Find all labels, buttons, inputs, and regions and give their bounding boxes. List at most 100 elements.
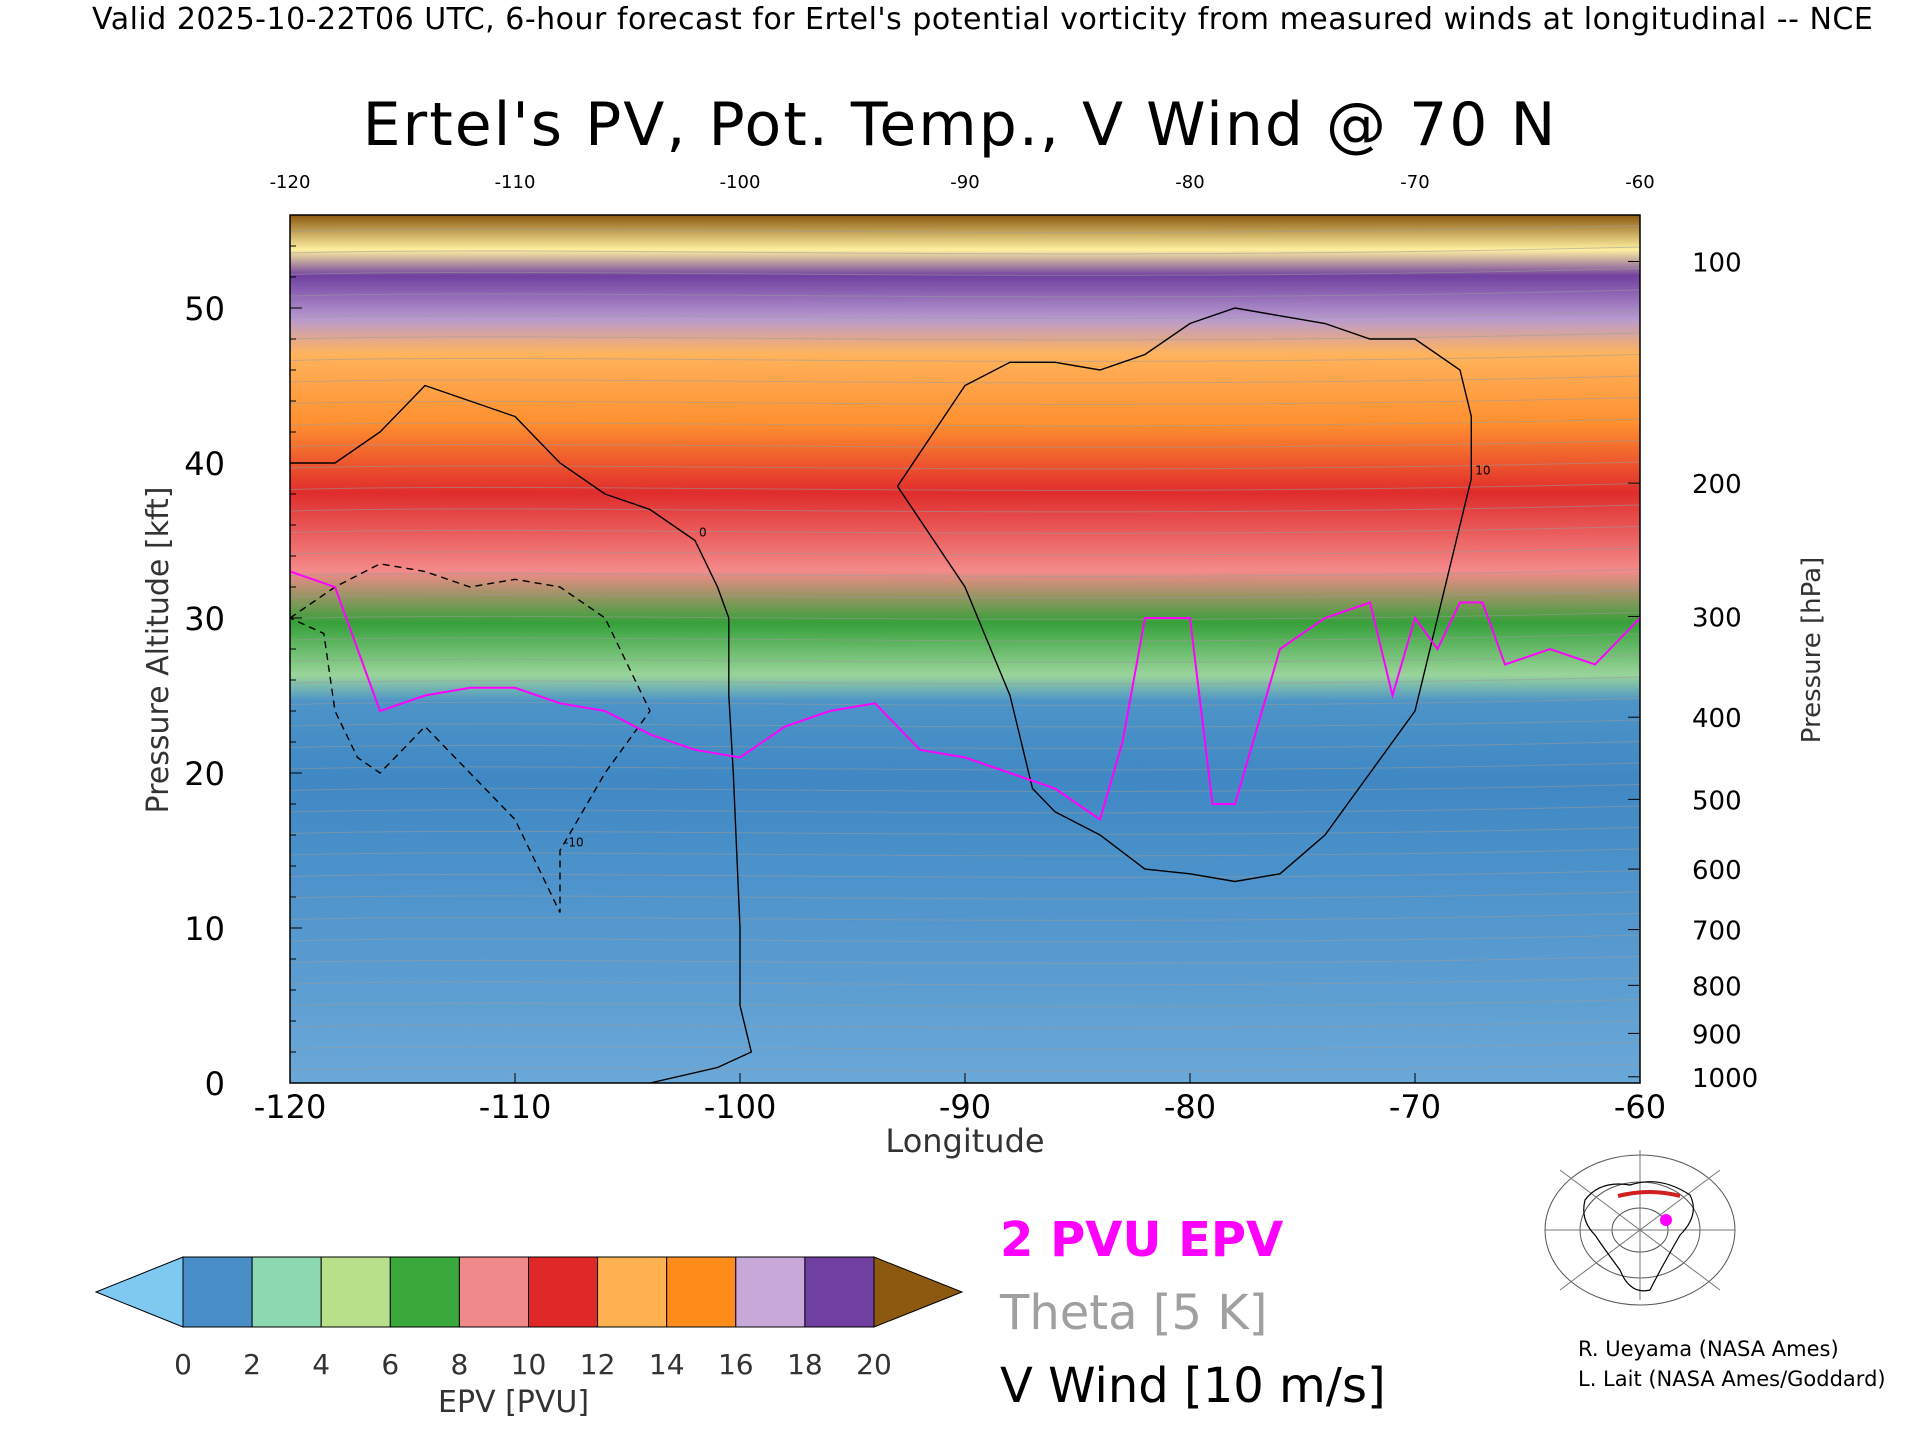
theta-isentrope bbox=[290, 375, 1640, 384]
x-tick-label: -60 bbox=[1614, 1088, 1666, 1126]
theta-isentrope bbox=[290, 676, 1640, 685]
colorbar-tick-label: 14 bbox=[649, 1348, 685, 1381]
colorbar-tick-label: 12 bbox=[580, 1348, 616, 1381]
theta-isentrope bbox=[290, 526, 1640, 534]
pressure-tick-label: 900 bbox=[1692, 1020, 1742, 1050]
theta-isentrope bbox=[290, 569, 1640, 577]
legend-two-pvu-epv: 2 PVU EPV bbox=[1000, 1212, 1284, 1268]
theta-isentrope bbox=[290, 633, 1640, 642]
top-x-tick-label: -80 bbox=[1175, 172, 1204, 193]
theta-isentrope bbox=[290, 612, 1640, 620]
pressure-tick-label: 1000 bbox=[1692, 1064, 1758, 1094]
colorbar-segment bbox=[458, 1256, 529, 1328]
theta-isentrope bbox=[290, 461, 1640, 470]
theta-isentrope bbox=[290, 440, 1640, 448]
y-tick-label: 30 bbox=[184, 600, 225, 638]
epv-field bbox=[290, 215, 1640, 1083]
pressure-tick-label: 600 bbox=[1692, 856, 1742, 886]
theta-isentrope bbox=[290, 956, 1640, 964]
theta-isentrope bbox=[290, 289, 1640, 298]
theta-isentrope bbox=[290, 827, 1640, 835]
y-tick-label: 0 bbox=[205, 1065, 225, 1103]
v-wind-contour bbox=[896, 307, 1473, 883]
theta-isentrope bbox=[290, 268, 1640, 276]
theta-isentrope bbox=[290, 311, 1640, 319]
x-tick-label: -100 bbox=[704, 1088, 777, 1126]
colorbar-segment bbox=[320, 1256, 391, 1328]
top-x-tick-label: -70 bbox=[1400, 172, 1429, 193]
v-wind-contour-label: -10 bbox=[564, 836, 584, 850]
two-pvu-line bbox=[290, 570, 1640, 822]
pressure-tick-label: 400 bbox=[1692, 704, 1742, 734]
colorbar-segment bbox=[804, 1256, 875, 1328]
colorbar-segment bbox=[735, 1256, 806, 1328]
theta-isentrope bbox=[290, 246, 1640, 255]
colorbar-segment bbox=[389, 1256, 460, 1328]
theta-isentrope bbox=[290, 698, 1640, 706]
credit-line-2: L. Lait (NASA Ames/Goddard) bbox=[1578, 1367, 1886, 1391]
location-map-inset bbox=[1540, 1150, 1740, 1306]
v-wind-contour bbox=[290, 384, 753, 1083]
y-tick-label: 20 bbox=[184, 755, 225, 793]
y-axis-label-right: Pressure [hPa] bbox=[1797, 557, 1827, 744]
theta-isentrope bbox=[290, 870, 1640, 878]
theta-isentrope bbox=[290, 719, 1640, 728]
credit-line-1: R. Ueyama (NASA Ames) bbox=[1578, 1337, 1839, 1361]
v-wind-contour bbox=[290, 563, 651, 913]
top-x-tick-label: -90 bbox=[950, 172, 979, 193]
colorbar-tick-label: 10 bbox=[511, 1348, 547, 1381]
legend-v-wind: V Wind [10 m/s] bbox=[1000, 1358, 1386, 1414]
theta-isentrope bbox=[290, 741, 1640, 749]
theta-isentrope bbox=[290, 762, 1640, 771]
colorbar-tick-label: 0 bbox=[174, 1348, 192, 1381]
colorbar-tick-label: 20 bbox=[856, 1348, 892, 1381]
pressure-tick-label: 200 bbox=[1692, 470, 1742, 500]
theta-isentrope bbox=[290, 999, 1640, 1007]
y-tick-label: 40 bbox=[184, 445, 225, 483]
top-x-tick-label: -110 bbox=[495, 172, 536, 193]
colorbar-tick-label: 2 bbox=[243, 1348, 261, 1381]
chart-title: Ertel's PV, Pot. Temp., V Wind @ 70 N bbox=[362, 90, 1558, 160]
colorbar-tick-label: 18 bbox=[787, 1348, 823, 1381]
theta-isentrope bbox=[290, 504, 1640, 513]
pressure-tick-label: 800 bbox=[1692, 972, 1742, 1002]
theta-isentrope bbox=[290, 977, 1640, 986]
x-tick-label: -90 bbox=[939, 1088, 991, 1126]
x-tick-label: -70 bbox=[1389, 1088, 1441, 1126]
colorbar-segment bbox=[528, 1256, 599, 1328]
theta-isentrope bbox=[290, 397, 1640, 405]
y-axis-label-left: Pressure Altitude [kft] bbox=[141, 487, 176, 814]
colorbar-under-arrow bbox=[94, 1256, 184, 1328]
theta-isentrope bbox=[290, 848, 1640, 857]
colorbar-tick-label: 6 bbox=[381, 1348, 399, 1381]
pressure-tick-label: 500 bbox=[1692, 786, 1742, 816]
colorbar-over-arrow bbox=[873, 1256, 964, 1328]
theta-contours bbox=[290, 225, 1640, 1072]
x-tick-label: -80 bbox=[1164, 1088, 1216, 1126]
x-axis-label: Longitude bbox=[885, 1122, 1044, 1160]
theta-isentrope bbox=[290, 913, 1640, 921]
x-tick-label: -110 bbox=[479, 1088, 552, 1126]
pressure-tick-label: 700 bbox=[1692, 917, 1742, 947]
top-x-tick-label: -60 bbox=[1625, 172, 1654, 193]
theta-isentrope bbox=[290, 225, 1640, 233]
top-x-tick-label: -100 bbox=[720, 172, 761, 193]
colorbar-segment bbox=[597, 1256, 668, 1328]
theta-isentrope bbox=[290, 1020, 1640, 1029]
y-tick-label: 10 bbox=[184, 910, 225, 948]
theta-isentrope bbox=[290, 483, 1640, 491]
theta-isentrope bbox=[290, 332, 1640, 341]
y-tick-label: 50 bbox=[184, 290, 225, 328]
colorbar-tick-label: 8 bbox=[450, 1348, 468, 1381]
pressure-tick-label: 300 bbox=[1692, 603, 1742, 633]
colorbar-segment bbox=[666, 1256, 737, 1328]
legend-theta: Theta [5 K] bbox=[1000, 1285, 1268, 1341]
colorbar-segment bbox=[251, 1256, 322, 1328]
v-wind-contour-label: 0 bbox=[699, 526, 707, 540]
theta-isentrope bbox=[290, 934, 1640, 943]
theta-isentrope bbox=[290, 784, 1640, 792]
theta-isentrope bbox=[290, 1042, 1640, 1050]
theta-isentrope bbox=[290, 891, 1640, 900]
theta-isentrope bbox=[290, 655, 1640, 663]
theta-isentrope bbox=[290, 1063, 1640, 1072]
